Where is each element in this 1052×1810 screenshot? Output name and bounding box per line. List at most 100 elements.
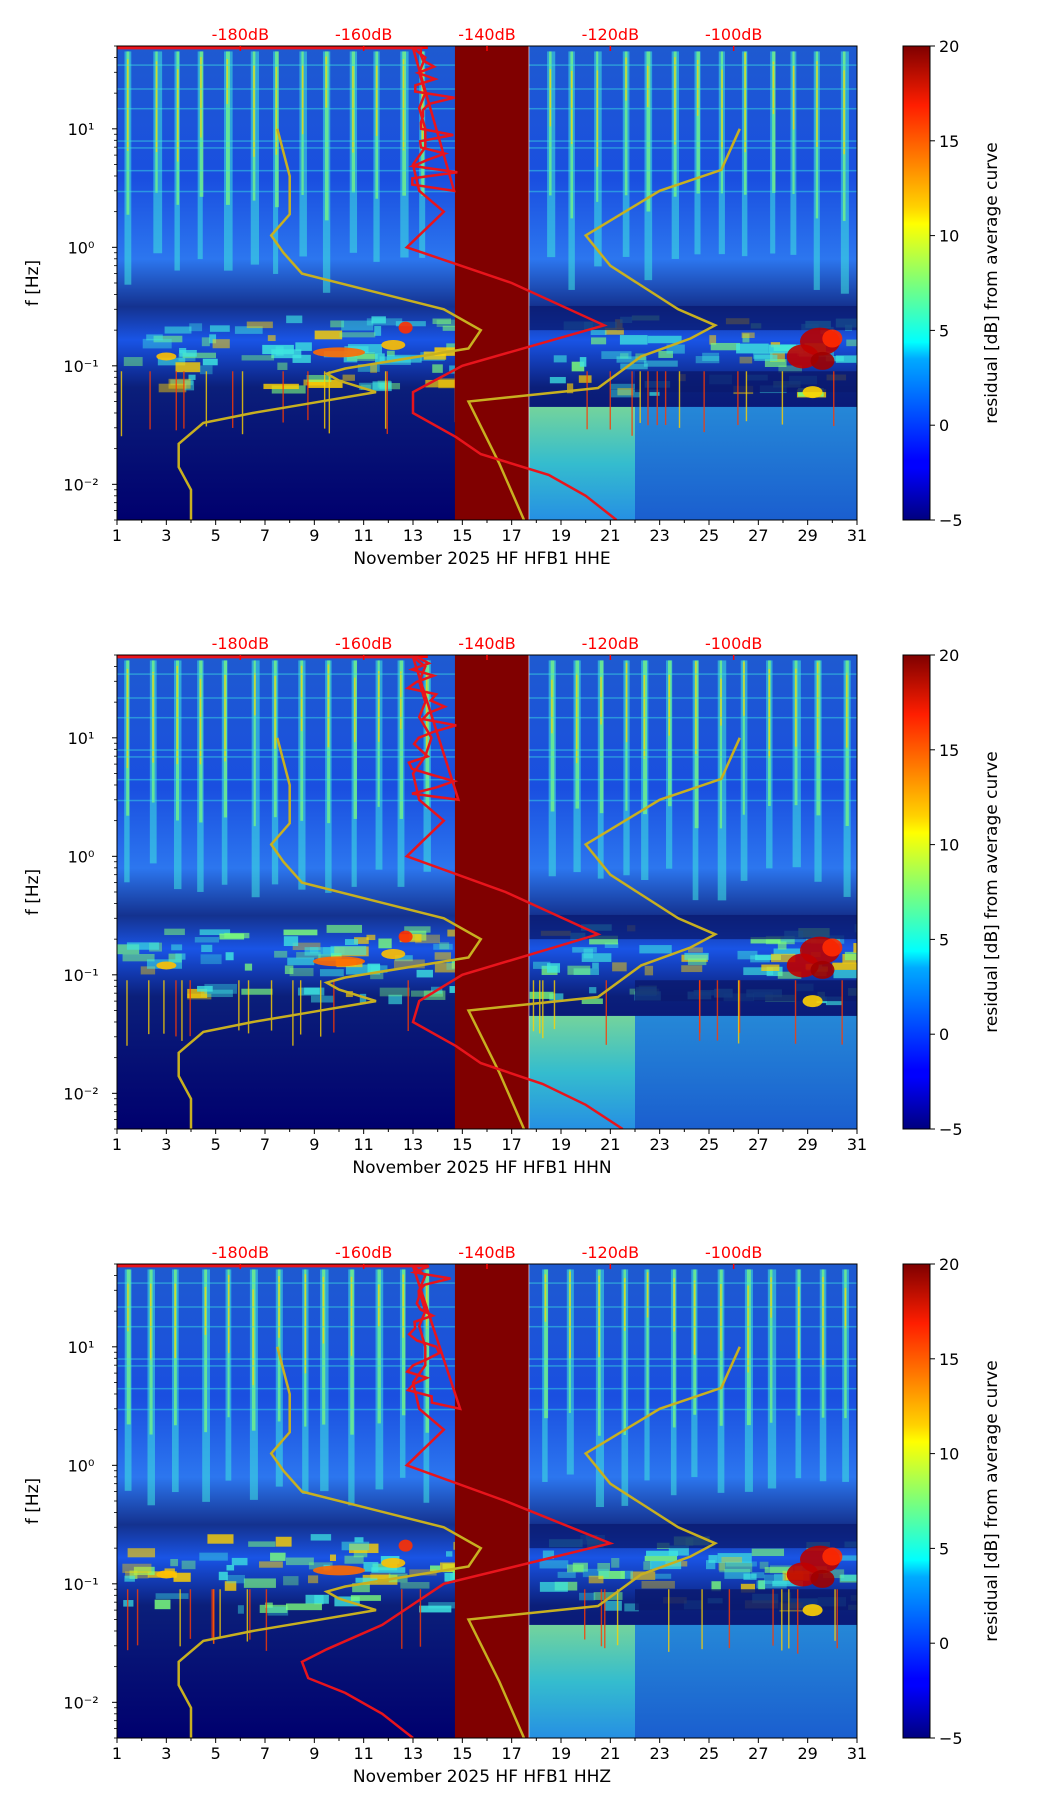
x-tick-label: 29 [797, 526, 817, 545]
x-tick-label: 9 [309, 526, 319, 545]
colorbar-label: residual [dB] from average curve [982, 751, 1002, 1032]
x-tick-label: 27 [748, 1744, 768, 1763]
spectrogram-panel-1: 1 3 5 7 9 11 13 15 17 19 21 23 25 27 29 3110¹10⁰10⁻¹10⁻… [23, 25, 1002, 569]
colorbar-label: residual [dB] from average curve [982, 142, 1002, 423]
colorbar-tick-label: 0 [939, 1634, 949, 1653]
y-axis: 10¹ 10⁰ 10⁻¹ 10⁻² [63, 1263, 117, 1739]
x-tick-label: 27 [748, 1135, 768, 1154]
x-tick-label: 1 [112, 1744, 122, 1763]
x-tick-label: 13 [403, 1135, 423, 1154]
y-tick-label: 10⁻¹ [63, 1575, 98, 1594]
x-tick-label: 1 [112, 1135, 122, 1154]
x-tick-label: 15 [452, 1135, 472, 1154]
x-tick-label: 17 [501, 1135, 521, 1154]
db-scale-tick-label: -100dB [705, 634, 762, 653]
colorbar-tick-label: 10 [939, 227, 959, 246]
x-tick-label: 19 [551, 1744, 571, 1763]
x-tick-label: 21 [600, 1744, 620, 1763]
x-tick-label: 7 [260, 1135, 270, 1154]
high-noise-model-curve [466, 128, 741, 520]
y-tick-label: 10¹ [68, 120, 95, 139]
x-tick-label: 3 [161, 1135, 171, 1154]
x-axis-label: November 2025 HF HFB1 HHZ [353, 1767, 611, 1787]
colorbar-tick-label: 5 [939, 321, 949, 340]
x-tick-label: 29 [797, 1135, 817, 1154]
y-tick-label: 10⁻¹ [63, 357, 98, 376]
y-tick-label: 10⁰ [68, 1456, 95, 1475]
low-noise-model-curve [177, 1346, 483, 1738]
x-axis-label: November 2025 HF HFB1 HHE [353, 549, 610, 569]
colorbar-tick-label: 0 [939, 1025, 949, 1044]
db-scale-tick-label: -120dB [582, 634, 639, 653]
colorbar-label: residual [dB] from average curve [982, 1360, 1002, 1641]
x-tick-label: 25 [699, 1135, 719, 1154]
db-scale-tick-label: -100dB [705, 25, 762, 44]
x-tick-label: 13 [403, 526, 423, 545]
colorbar-tick-label: 20 [939, 37, 959, 56]
db-scale-tick-label: -140dB [458, 1243, 515, 1262]
db-scale-tick-label: -160dB [335, 25, 392, 44]
colorbar-tick-label: 15 [939, 1350, 959, 1369]
x-tick-label: 25 [699, 526, 719, 545]
low-noise-model-curve [177, 737, 483, 1129]
data-gap [454, 655, 529, 1129]
y-axis-label: f [Hz] [23, 1478, 43, 1524]
x-tick-label: 23 [649, 1744, 669, 1763]
spectrogram-image [117, 46, 857, 520]
db-scale-tick-label: -180dB [212, 25, 269, 44]
x-tick-label: 31 [847, 1135, 867, 1154]
colorbar: 20 15 10 5 0 −5 residual [dB] from average cur… [902, 37, 1002, 530]
y-tick-label: 10¹ [68, 1338, 95, 1357]
spectrogram-panel-3: 1 3 5 7 9 11 13 15 17 19 21 23 25 27 29 3110¹10⁰10⁻¹10⁻… [23, 1243, 1002, 1787]
y-axis: 10¹ 10⁰ 10⁻¹ 10⁻² [63, 45, 117, 521]
colorbar-tick-label: 0 [939, 416, 949, 435]
x-tick-label: 31 [847, 1744, 867, 1763]
colorbar-tick-label: 15 [939, 132, 959, 151]
x-tick-label: 1 [112, 526, 122, 545]
x-tick-label: 3 [161, 1744, 171, 1763]
x-tick-label: 17 [501, 1744, 521, 1763]
x-tick-label: 31 [847, 526, 867, 545]
station-psd-curve [117, 655, 624, 1129]
low-noise-model-curve [177, 128, 483, 520]
colorbar-tick-label: 20 [939, 1255, 959, 1274]
db-scale-tick-label: -100dB [705, 1243, 762, 1262]
x-tick-label: 11 [353, 1135, 373, 1154]
y-tick-label: 10⁻¹ [63, 966, 98, 985]
y-tick-label: 10⁰ [68, 238, 95, 257]
x-axis-label: November 2025 HF HFB1 HHN [352, 1158, 611, 1178]
colorbar-tick-label: 10 [939, 1445, 959, 1464]
x-tick-label: 15 [452, 1744, 472, 1763]
colorbar-tick-label: −5 [939, 511, 963, 530]
x-tick-label: 3 [161, 526, 171, 545]
colorbar: 20 15 10 5 0 −5 residual [dB] from average cur… [902, 1255, 1002, 1748]
x-tick-label: 5 [211, 1744, 221, 1763]
db-scale-tick-label: -160dB [335, 1243, 392, 1262]
high-noise-model-curve [466, 1346, 741, 1738]
x-tick-label: 5 [211, 1135, 221, 1154]
spectrogram-image [117, 1264, 857, 1738]
x-tick-label: 7 [260, 526, 270, 545]
db-scale-tick-label: -160dB [335, 634, 392, 653]
colorbar-tick-label: 20 [939, 646, 959, 665]
db-scale-tick-label: -120dB [582, 25, 639, 44]
y-tick-label: 10¹ [68, 729, 95, 748]
db-scale-tick-label: -120dB [582, 1243, 639, 1262]
x-tick-label: 25 [699, 1744, 719, 1763]
x-tick-label: 21 [600, 526, 620, 545]
y-axis: 10¹ 10⁰ 10⁻¹ 10⁻² [63, 654, 117, 1130]
spectrogram-panel-2: 1 3 5 7 9 11 13 15 17 19 21 23 25 27 29 3110¹10⁰10⁻¹10⁻… [23, 634, 1002, 1178]
db-scale-tick-label: -180dB [212, 634, 269, 653]
y-tick-label: 10⁻² [63, 1693, 98, 1712]
x-tick-label: 19 [551, 526, 571, 545]
y-tick-label: 10⁻² [63, 475, 98, 494]
x-tick-label: 23 [649, 526, 669, 545]
db-scale-tick-label: -140dB [458, 25, 515, 44]
colorbar-tick-label: 5 [939, 1539, 949, 1558]
station-psd-curve [117, 46, 618, 520]
x-tick-label: 15 [452, 526, 472, 545]
x-tick-label: 21 [600, 1135, 620, 1154]
station-psd-curve [117, 1264, 615, 1738]
